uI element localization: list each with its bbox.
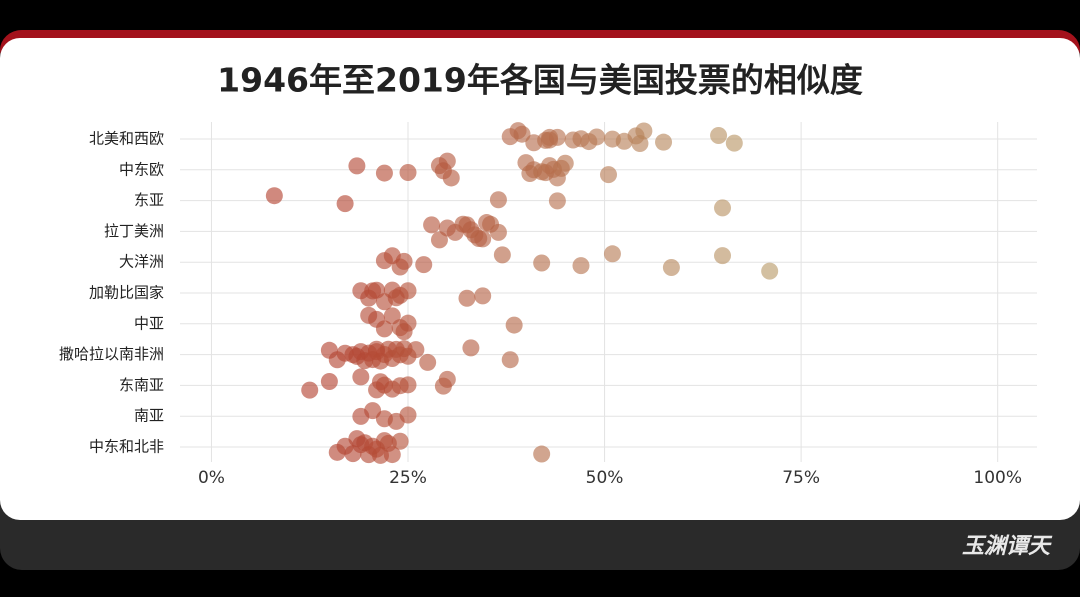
point [336,195,354,213]
point [655,133,673,151]
x-tick-label: 75% [782,468,820,488]
y-tick-label: 东南亚 [119,376,164,394]
point [635,122,653,140]
point [375,320,393,338]
point [505,316,523,334]
point [379,434,397,452]
point [364,402,382,420]
point [458,289,476,307]
point [572,257,590,275]
y-tick-label: 中亚 [134,314,164,332]
point [501,351,519,369]
y-tick-label: 东亚 [134,191,164,209]
x-tick-label: 25% [389,468,427,488]
point [489,191,507,209]
watermark: 玉渊谭天 [962,534,1053,559]
point [399,406,417,424]
point [438,370,456,388]
x-tick-label: 0% [198,468,225,488]
point [462,339,480,357]
y-tick-label: 北美和西欧 [89,130,164,148]
point [352,368,370,386]
y-tick-label: 撒哈拉以南非洲 [59,345,164,363]
point [383,247,401,265]
y-tick-label: 中东欧 [119,160,164,178]
points [265,122,779,464]
point [537,164,555,182]
point [466,226,484,244]
point [438,152,456,170]
point [320,373,338,391]
chart-title: 1946年至2019年各国与美国投票的相似度 [217,61,863,100]
point [360,306,378,324]
point [348,347,366,365]
point [375,164,393,182]
y-tick-label: 大洋洲 [119,253,164,271]
point [364,282,382,300]
point [301,381,319,399]
card [0,38,1080,520]
point [348,430,366,448]
point [552,159,570,177]
point [533,445,551,463]
point [533,254,551,272]
point [482,215,500,233]
point [603,245,621,263]
point [761,262,779,280]
point [541,131,559,149]
point [442,169,460,187]
point [415,256,433,274]
point [371,446,389,464]
point [395,323,413,341]
point [407,341,425,359]
point [725,134,743,152]
point [399,163,417,181]
x-tick-label: 50% [586,468,624,488]
y-tick-label: 拉丁美洲 [104,222,164,240]
y-tick-label: 中东和北非 [89,438,164,456]
point [391,377,409,395]
point [714,199,732,217]
point [368,343,386,361]
point [387,289,405,307]
point [423,216,441,234]
point [474,287,492,305]
point [548,192,566,210]
point [419,353,437,371]
y-tick-label: 加勒比国家 [89,284,164,302]
point [513,125,531,143]
point [600,166,617,184]
point [348,157,366,175]
x-tick-label: 100% [973,468,1022,488]
point [493,246,511,264]
point [371,373,389,391]
y-tick-label: 南亚 [134,407,164,425]
point [265,187,283,205]
point [710,127,728,145]
point [662,259,680,277]
point [714,247,732,265]
point [588,128,606,146]
